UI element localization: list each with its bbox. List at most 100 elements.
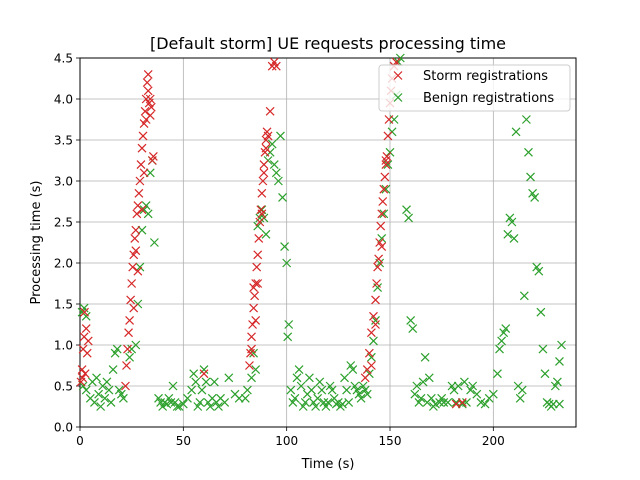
storm-point	[376, 221, 386, 231]
benign-point	[453, 381, 463, 391]
storm-point	[77, 365, 87, 375]
storm-point	[127, 279, 137, 288]
storm-point	[257, 188, 267, 198]
benign-point	[317, 385, 327, 395]
storm-point	[265, 106, 275, 116]
x-axis-label: Time (s)	[301, 457, 355, 472]
benign-point	[443, 397, 453, 407]
storm-point	[373, 262, 383, 272]
benign-point	[307, 385, 316, 395]
benign-point	[118, 393, 128, 403]
benign-point	[187, 385, 197, 395]
storm-series	[76, 57, 467, 409]
y-axis: 0.0 0.5 1.0 1.5 2.0 2.5 3.0 3.5 4.0 4.5	[54, 52, 80, 435]
benign-point	[459, 377, 469, 387]
storm-point	[371, 295, 380, 305]
storm-point	[257, 209, 267, 219]
benign-point	[224, 373, 234, 383]
storm-point	[263, 131, 273, 141]
benign-point	[106, 397, 116, 407]
benign-point	[348, 365, 358, 375]
benign-point	[100, 393, 110, 403]
x-tick-label: 50	[176, 434, 191, 448]
benign-point	[509, 233, 519, 243]
x-tick-label: 0	[76, 434, 84, 448]
legend-benign-x	[393, 93, 403, 102]
storm-point	[360, 373, 370, 383]
benign-point	[315, 377, 325, 387]
legend-benign-marker	[393, 93, 403, 102]
storm-point	[145, 94, 155, 104]
storm-point	[199, 369, 209, 379]
benign-point	[286, 385, 296, 395]
benign-point	[251, 365, 261, 375]
storm-point	[248, 320, 257, 329]
storm-point	[381, 156, 391, 165]
storm-point	[250, 291, 260, 301]
storm-point	[271, 61, 281, 71]
benign-point	[269, 160, 279, 170]
storm-point	[380, 172, 390, 182]
storm-point	[369, 311, 378, 321]
benign-point	[416, 393, 426, 403]
storm-point	[125, 315, 135, 325]
y-tick-label: 0.0	[54, 421, 73, 435]
benign-point	[555, 356, 564, 366]
storm-point	[146, 102, 156, 112]
benign-point	[280, 242, 290, 252]
storm-point	[140, 106, 150, 116]
benign-point	[94, 389, 104, 399]
storm-point	[128, 262, 138, 272]
benign-point	[92, 373, 101, 383]
storm-point	[364, 348, 374, 358]
storm-point	[80, 307, 89, 317]
benign-point	[267, 139, 277, 149]
benign-point	[497, 336, 507, 346]
storm-point	[247, 332, 256, 342]
benign-point	[178, 399, 188, 409]
benign-point	[183, 393, 192, 403]
benign-point	[468, 381, 478, 391]
y-tick-label: 3.0	[54, 175, 73, 189]
storm-point	[259, 160, 269, 170]
storm-point	[253, 279, 263, 288]
benign-point	[557, 340, 566, 350]
benign-point	[381, 184, 391, 194]
storm-point	[133, 266, 143, 276]
y-tick-label: 1.0	[54, 339, 73, 353]
y-tick-label: 2.0	[54, 257, 73, 271]
benign-point	[284, 320, 294, 329]
benign-point	[81, 385, 91, 395]
benign-point	[439, 397, 449, 407]
storm-point	[259, 168, 269, 178]
storm-point	[143, 86, 153, 96]
y-tick-label: 4.5	[54, 52, 73, 66]
legend-storm-x	[393, 71, 403, 80]
y-axis-label: Processing time (s)	[29, 181, 44, 305]
storm-point	[253, 250, 263, 260]
storm-point	[261, 143, 271, 153]
y-tick-label: 4.0	[54, 93, 73, 107]
storm-point	[121, 381, 130, 391]
benign-point	[548, 399, 558, 409]
benign-point	[102, 377, 112, 387]
benign-point	[172, 402, 182, 411]
benign-point	[220, 397, 230, 407]
benign-point	[292, 373, 302, 383]
benign-point	[538, 344, 548, 354]
storm-point	[82, 348, 92, 358]
benign-point	[462, 397, 471, 407]
benign-point	[369, 336, 378, 346]
y-tick-label: 0.5	[54, 380, 73, 394]
benign-point	[540, 369, 550, 379]
x-axis: 0 50 100 150 200	[76, 427, 505, 448]
storm-point	[384, 115, 394, 124]
plot-area	[79, 57, 577, 428]
storm-point	[130, 233, 140, 243]
legend-box	[378, 64, 571, 112]
benign-point	[410, 389, 420, 399]
legend-storm-marker	[393, 71, 403, 80]
storm-point	[132, 209, 142, 219]
benign-point	[261, 229, 271, 239]
